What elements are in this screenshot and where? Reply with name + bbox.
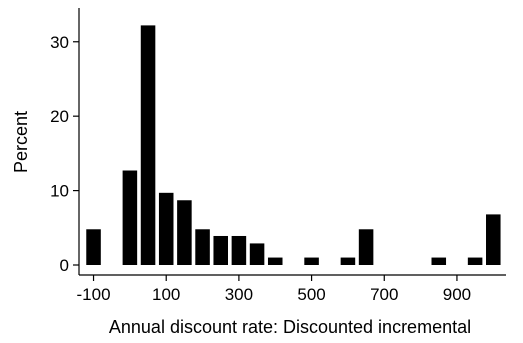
y-tick-label: 0 — [60, 256, 69, 275]
x-tick-label: 500 — [297, 285, 325, 304]
histogram-bar-5 — [195, 229, 210, 265]
histogram-bar-12 — [358, 229, 374, 265]
histogram-bar-8 — [249, 243, 265, 265]
histogram-bar-14 — [467, 257, 483, 265]
x-tick-label: 300 — [225, 285, 253, 304]
histogram-bar-4 — [177, 200, 192, 265]
histogram-bar-1 — [122, 170, 138, 265]
histogram-bar-7 — [231, 235, 247, 265]
x-tick-group: -100 100 300 500 700 900 — [77, 275, 471, 304]
y-tick-label: 20 — [50, 107, 69, 126]
x-tick-label: -100 — [77, 285, 111, 304]
histogram-bar-10 — [304, 257, 319, 265]
histogram-bar-6 — [213, 235, 228, 265]
bar-group — [86, 25, 501, 265]
y-tick-group: 0 10 20 30 — [50, 33, 79, 275]
histogram-bar-11 — [340, 257, 356, 265]
histogram-bar-9 — [267, 257, 283, 265]
x-tick-label: 700 — [370, 285, 398, 304]
histogram-bar-13 — [431, 257, 447, 265]
x-tick-label: 100 — [152, 285, 180, 304]
histogram-bar-0 — [86, 229, 101, 265]
y-tick-label: 30 — [50, 33, 69, 52]
histogram-bar-3 — [158, 192, 174, 265]
histogram-bar-15 — [486, 214, 501, 265]
x-tick-label: 900 — [443, 285, 471, 304]
histogram-bar-2 — [140, 25, 156, 265]
x-axis-label: Annual discount rate: Discounted increme… — [109, 317, 471, 337]
y-axis-label: Percent — [11, 111, 31, 173]
y-tick-label: 10 — [50, 182, 69, 201]
